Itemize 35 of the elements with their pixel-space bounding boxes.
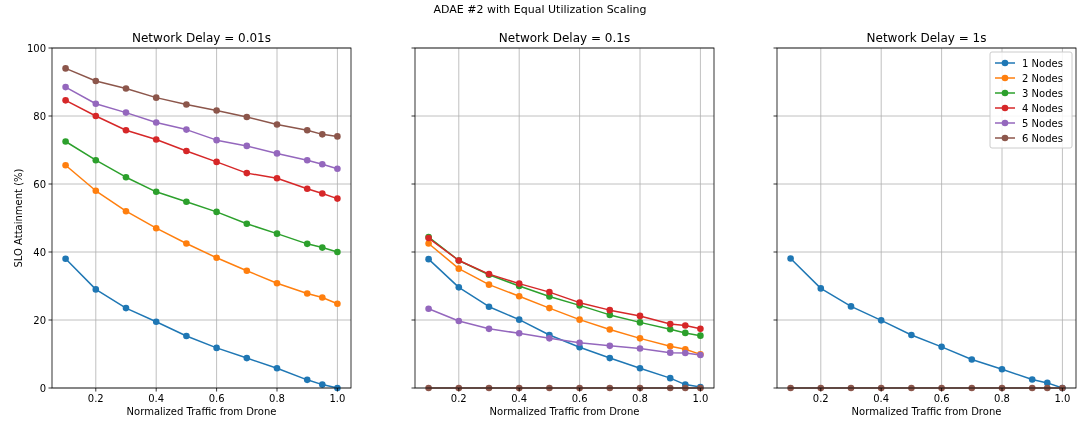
legend-label: 5 Nodes: [1022, 117, 1063, 129]
x-tick-label: 0.4: [873, 393, 890, 404]
x-tick-label: 0.4: [148, 393, 165, 404]
y-tick-label: 20: [33, 314, 46, 326]
x-tick-label: 0.4: [511, 393, 528, 404]
x-tick-label: 0.2: [450, 393, 467, 404]
y-tick-label: 60: [33, 178, 46, 190]
x-tick-label: 0.2: [87, 393, 104, 404]
chart-title: Network Delay = 1s: [866, 31, 987, 45]
x-axis-title: Normalized Traffic from Drone: [489, 406, 640, 417]
x-tick-label: 0.2: [812, 393, 829, 404]
y-tick-label: 80: [33, 110, 46, 122]
text: ADAE #2 with Equal Utilization Scaling: [433, 3, 647, 16]
legend-label: 3 Nodes: [1022, 87, 1063, 99]
x-tick-label: 1.0: [692, 393, 709, 404]
legend-label: 2 Nodes: [1022, 72, 1063, 84]
chart-title: Network Delay = 0.1s: [498, 31, 631, 45]
x-axis-title: Normalized Traffic from Drone: [851, 406, 1002, 417]
y-tick-label: 40: [33, 246, 46, 258]
y-tick-label: 0: [39, 382, 46, 394]
legend-label: 4 Nodes: [1022, 102, 1063, 114]
legend-label: 1 Nodes: [1022, 57, 1063, 69]
y-axis-title: SLO Attainment (%): [13, 168, 24, 268]
legend-label: 6 Nodes: [1022, 132, 1063, 144]
x-tick-label: 0.8: [994, 393, 1010, 404]
x-tick-label: 0.6: [208, 393, 225, 404]
x-axis-title: Normalized Traffic from Drone: [126, 406, 277, 417]
x-tick-label: 0.6: [933, 393, 950, 404]
x-tick-label: 1.0: [1054, 393, 1071, 404]
x-tick-label: 1.0: [329, 393, 346, 404]
x-tick-label: 0.8: [632, 393, 648, 404]
x-tick-label: 0.6: [571, 393, 588, 404]
x-tick-label: 0.8: [269, 393, 285, 404]
y-tick-label: 100: [26, 42, 46, 54]
chart-title: Network Delay = 0.01s: [132, 31, 271, 45]
